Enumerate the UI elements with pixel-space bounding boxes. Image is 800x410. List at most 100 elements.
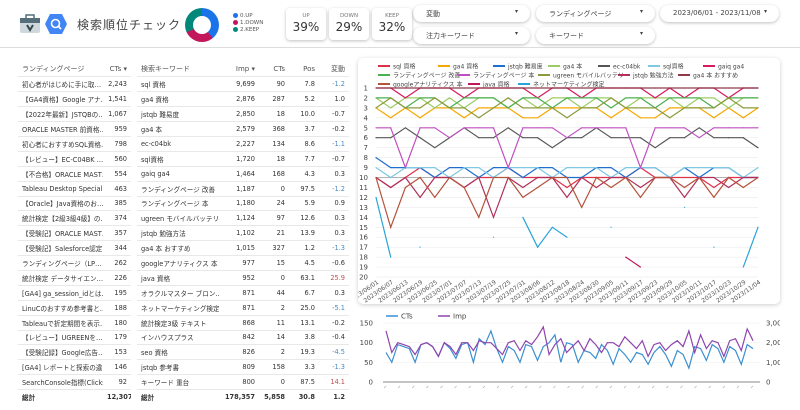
legend-item[interactable]: jstqb 勉強方法 bbox=[618, 71, 674, 79]
table-row[interactable]: [GA4] ga_session_idとは… 195 bbox=[18, 285, 131, 301]
column-header-imp[interactable]: Imp ▾ bbox=[219, 62, 259, 78]
legend-item[interactable]: sql 資格 bbox=[378, 62, 416, 70]
table-row[interactable]: ランディングページ 改善 1,187 0 97.5 -1.2 bbox=[137, 181, 349, 197]
table-row[interactable]: 【レビュー】EC-C04BK … 560 bbox=[18, 151, 131, 167]
table-row[interactable]: sql 資格 9,699 90 7.8 -1.2 bbox=[137, 76, 349, 93]
cell-cts: 560 bbox=[103, 151, 131, 167]
table-row[interactable]: seo 資格 826 2 19.3 -4.5 bbox=[137, 344, 349, 361]
column-header-landing-page[interactable]: ランディングページ bbox=[18, 62, 103, 78]
date-range-picker[interactable]: 2023/06/01 - 2023/11/08 ▾ bbox=[660, 5, 779, 22]
data-point bbox=[522, 127, 524, 129]
column-header-keyword[interactable]: 検索キーワード bbox=[137, 62, 219, 78]
legend-item[interactable]: googleアナリティクス 本 bbox=[378, 80, 463, 88]
table-row[interactable]: ugreen モバイルバッテリー 1,124 97 12.6 0.3 bbox=[137, 210, 349, 227]
legend-item[interactable]: ランディングページ 改善 bbox=[378, 71, 460, 79]
data-point bbox=[551, 107, 553, 109]
data-point bbox=[507, 87, 509, 89]
table-row[interactable]: ORACLE MASTER 前資格… 959 bbox=[18, 121, 131, 137]
table-row[interactable]: 統計検定 データサイエン… 226 bbox=[18, 270, 131, 286]
legend-item[interactable]: jstqb 難易度 bbox=[493, 62, 543, 70]
legend-item[interactable]: gaiq ga4 bbox=[703, 63, 744, 70]
data-point bbox=[463, 107, 465, 109]
data-point bbox=[639, 166, 642, 169]
table-row[interactable]: インハウスプラス 842 14 3.8 -0.4 bbox=[137, 330, 349, 346]
legend-item[interactable]: java 資格 bbox=[468, 80, 509, 88]
table-row[interactable]: ネットマーケティング検定 871 2 25.0 -5.1 bbox=[137, 300, 349, 316]
data-point bbox=[448, 107, 451, 109]
data-point bbox=[478, 137, 480, 139]
x-tick-mark bbox=[468, 385, 471, 389]
table-row[interactable]: [GA4] レポートと探索の違… 146 bbox=[18, 359, 131, 376]
legend-item[interactable]: ネットマーケティング検定 bbox=[518, 80, 605, 88]
cell-imp: 178,357 bbox=[224, 393, 255, 402]
table-row[interactable]: ga4 本 2,579 368 3.7 -0.2 bbox=[137, 121, 349, 137]
table-row[interactable]: ec-c04bk 2,227 134 8.6 -1.1 bbox=[137, 136, 349, 152]
x-tick-mark bbox=[595, 385, 598, 389]
table-row[interactable]: jstqb 参考書 809 158 3.3 -1.3 bbox=[137, 359, 349, 376]
data-point bbox=[654, 166, 656, 169]
table-row[interactable]: 統計検定【2級3級4級】の… 374 bbox=[18, 210, 131, 227]
column-header-pos[interactable]: Pos bbox=[289, 62, 319, 78]
legend-item[interactable]: Imp bbox=[438, 313, 467, 321]
legend-item[interactable]: ugreen モバイルバッテリー bbox=[538, 72, 630, 79]
table-row[interactable]: 【受験記録】Google広告… 153 bbox=[18, 344, 131, 361]
table-row[interactable]: 【不合格】ORACLE MAST… 554 bbox=[18, 166, 131, 182]
table-row[interactable]: LinuCのおすすめ参考書と… 188 bbox=[18, 300, 131, 316]
legend-item[interactable]: ランディングページ 本 bbox=[458, 71, 534, 79]
table-row[interactable]: 【GA4資格】Google アナ… 1,541 bbox=[18, 91, 131, 108]
table-row[interactable]: オラクルマスター ブロン… 871 44 6.7 0.3 bbox=[137, 285, 349, 301]
table-row[interactable]: ランディングページ（LP… 262 bbox=[18, 255, 131, 271]
column-header-cts[interactable]: CTs bbox=[259, 62, 289, 78]
table-row[interactable]: ランディングページ 本 1,180 24 5.9 0.9 bbox=[137, 196, 349, 212]
table-row[interactable]: jstqb 勉強方法 1,102 21 13.9 0.3 bbox=[137, 225, 349, 242]
table-row[interactable]: Tableauで折定期間を表示… 180 bbox=[18, 315, 131, 331]
legend-label: ugreen モバイルバッテリー bbox=[553, 72, 630, 79]
filter-keyword[interactable]: キーワード ▾ bbox=[536, 27, 655, 44]
table-row[interactable]: 【受験記】ORACLE MAST… 357 bbox=[18, 225, 131, 242]
table-row[interactable]: 【受験記】Salesforce認定… 344 bbox=[18, 240, 131, 257]
column-header-cts[interactable]: CTs ▾ bbox=[103, 62, 131, 78]
table-row[interactable]: jstqb 難易度 2,850 18 10.0 -0.7 bbox=[137, 106, 349, 123]
cell-keyword: インハウスプラス bbox=[137, 330, 219, 346]
table-row[interactable]: 統計検定3級 テキスト 868 11 13.1 -0.2 bbox=[137, 315, 349, 331]
table-row[interactable]: 初心者におすすめSQL資格… 798 bbox=[18, 136, 131, 152]
filter-focus-keyword[interactable]: 注力キーワード ▾ bbox=[413, 27, 530, 44]
cell-cts: 374 bbox=[103, 210, 131, 227]
table-row[interactable]: SearchConsole指標(Clicks…92 bbox=[18, 374, 131, 391]
data-point bbox=[683, 97, 686, 99]
table-row[interactable]: ga4 本 おすすめ 1,015 327 1.2 -1.3 bbox=[137, 240, 349, 257]
data-point bbox=[654, 87, 656, 89]
table-row[interactable]: 【2022年最新】JSTQBの… 1,067 bbox=[18, 106, 131, 123]
filter-change[interactable]: 変動 ▾ bbox=[413, 5, 530, 22]
cell-cts: 158 bbox=[259, 359, 289, 376]
data-point bbox=[610, 226, 612, 228]
filter-landing-page[interactable]: ランディングページ ▾ bbox=[536, 5, 655, 22]
kpi-up: UP 39% bbox=[286, 8, 326, 40]
table-row[interactable]: java 資格 952 0 63.1 25.9 bbox=[137, 270, 349, 286]
data-point bbox=[610, 176, 612, 179]
legend-item[interactable]: ga4 本 おすすめ bbox=[678, 71, 738, 79]
table-row[interactable]: 初心者がはじめに手に取… 2,243 bbox=[18, 76, 131, 93]
table-row[interactable]: 【Oracle】Java資格のお… 385 bbox=[18, 196, 131, 212]
table-row[interactable]: 【レビュー】UGREENを… 179 bbox=[18, 330, 131, 346]
table-row[interactable]: Tableau Desktop Specialis…463 bbox=[18, 181, 131, 197]
table-row[interactable]: sql資格 1,720 18 7.7 -0.7 bbox=[137, 151, 349, 167]
legend-item[interactable]: ga4 資格 bbox=[438, 62, 478, 70]
table-row[interactable]: googleアナリティクス 本 977 15 4.5 -0.6 bbox=[137, 255, 349, 271]
cell-pos: 13.9 bbox=[289, 225, 319, 242]
legend-label: ga4 本 bbox=[563, 62, 582, 70]
table-row[interactable]: gaiq ga4 1,464 168 4.3 0.3 bbox=[137, 166, 349, 182]
y-left-tick-label: 100 bbox=[360, 339, 373, 347]
legend-item[interactable]: ga4 本 bbox=[548, 62, 582, 70]
legend-item[interactable]: sql資格 bbox=[648, 62, 684, 70]
legend-item[interactable]: CTs bbox=[386, 313, 413, 321]
data-point bbox=[566, 107, 568, 109]
data-point bbox=[625, 87, 627, 89]
column-header-change[interactable]: 変動 bbox=[319, 62, 349, 78]
cell-keyword: ga4 本 おすすめ bbox=[137, 240, 219, 257]
header: 検索順位チェック 0.UP 1.DOWN 2.KEEP UP 39% DOWN 29… bbox=[0, 0, 800, 48]
table-row[interactable]: キーワード 重台 800 0 87.5 14.1 bbox=[137, 374, 349, 391]
table-row[interactable]: ga4 資格 2,876 287 5.2 1.0 bbox=[137, 91, 349, 108]
legend-item[interactable]: ec-c04bk bbox=[598, 63, 641, 70]
data-point bbox=[448, 87, 451, 89]
